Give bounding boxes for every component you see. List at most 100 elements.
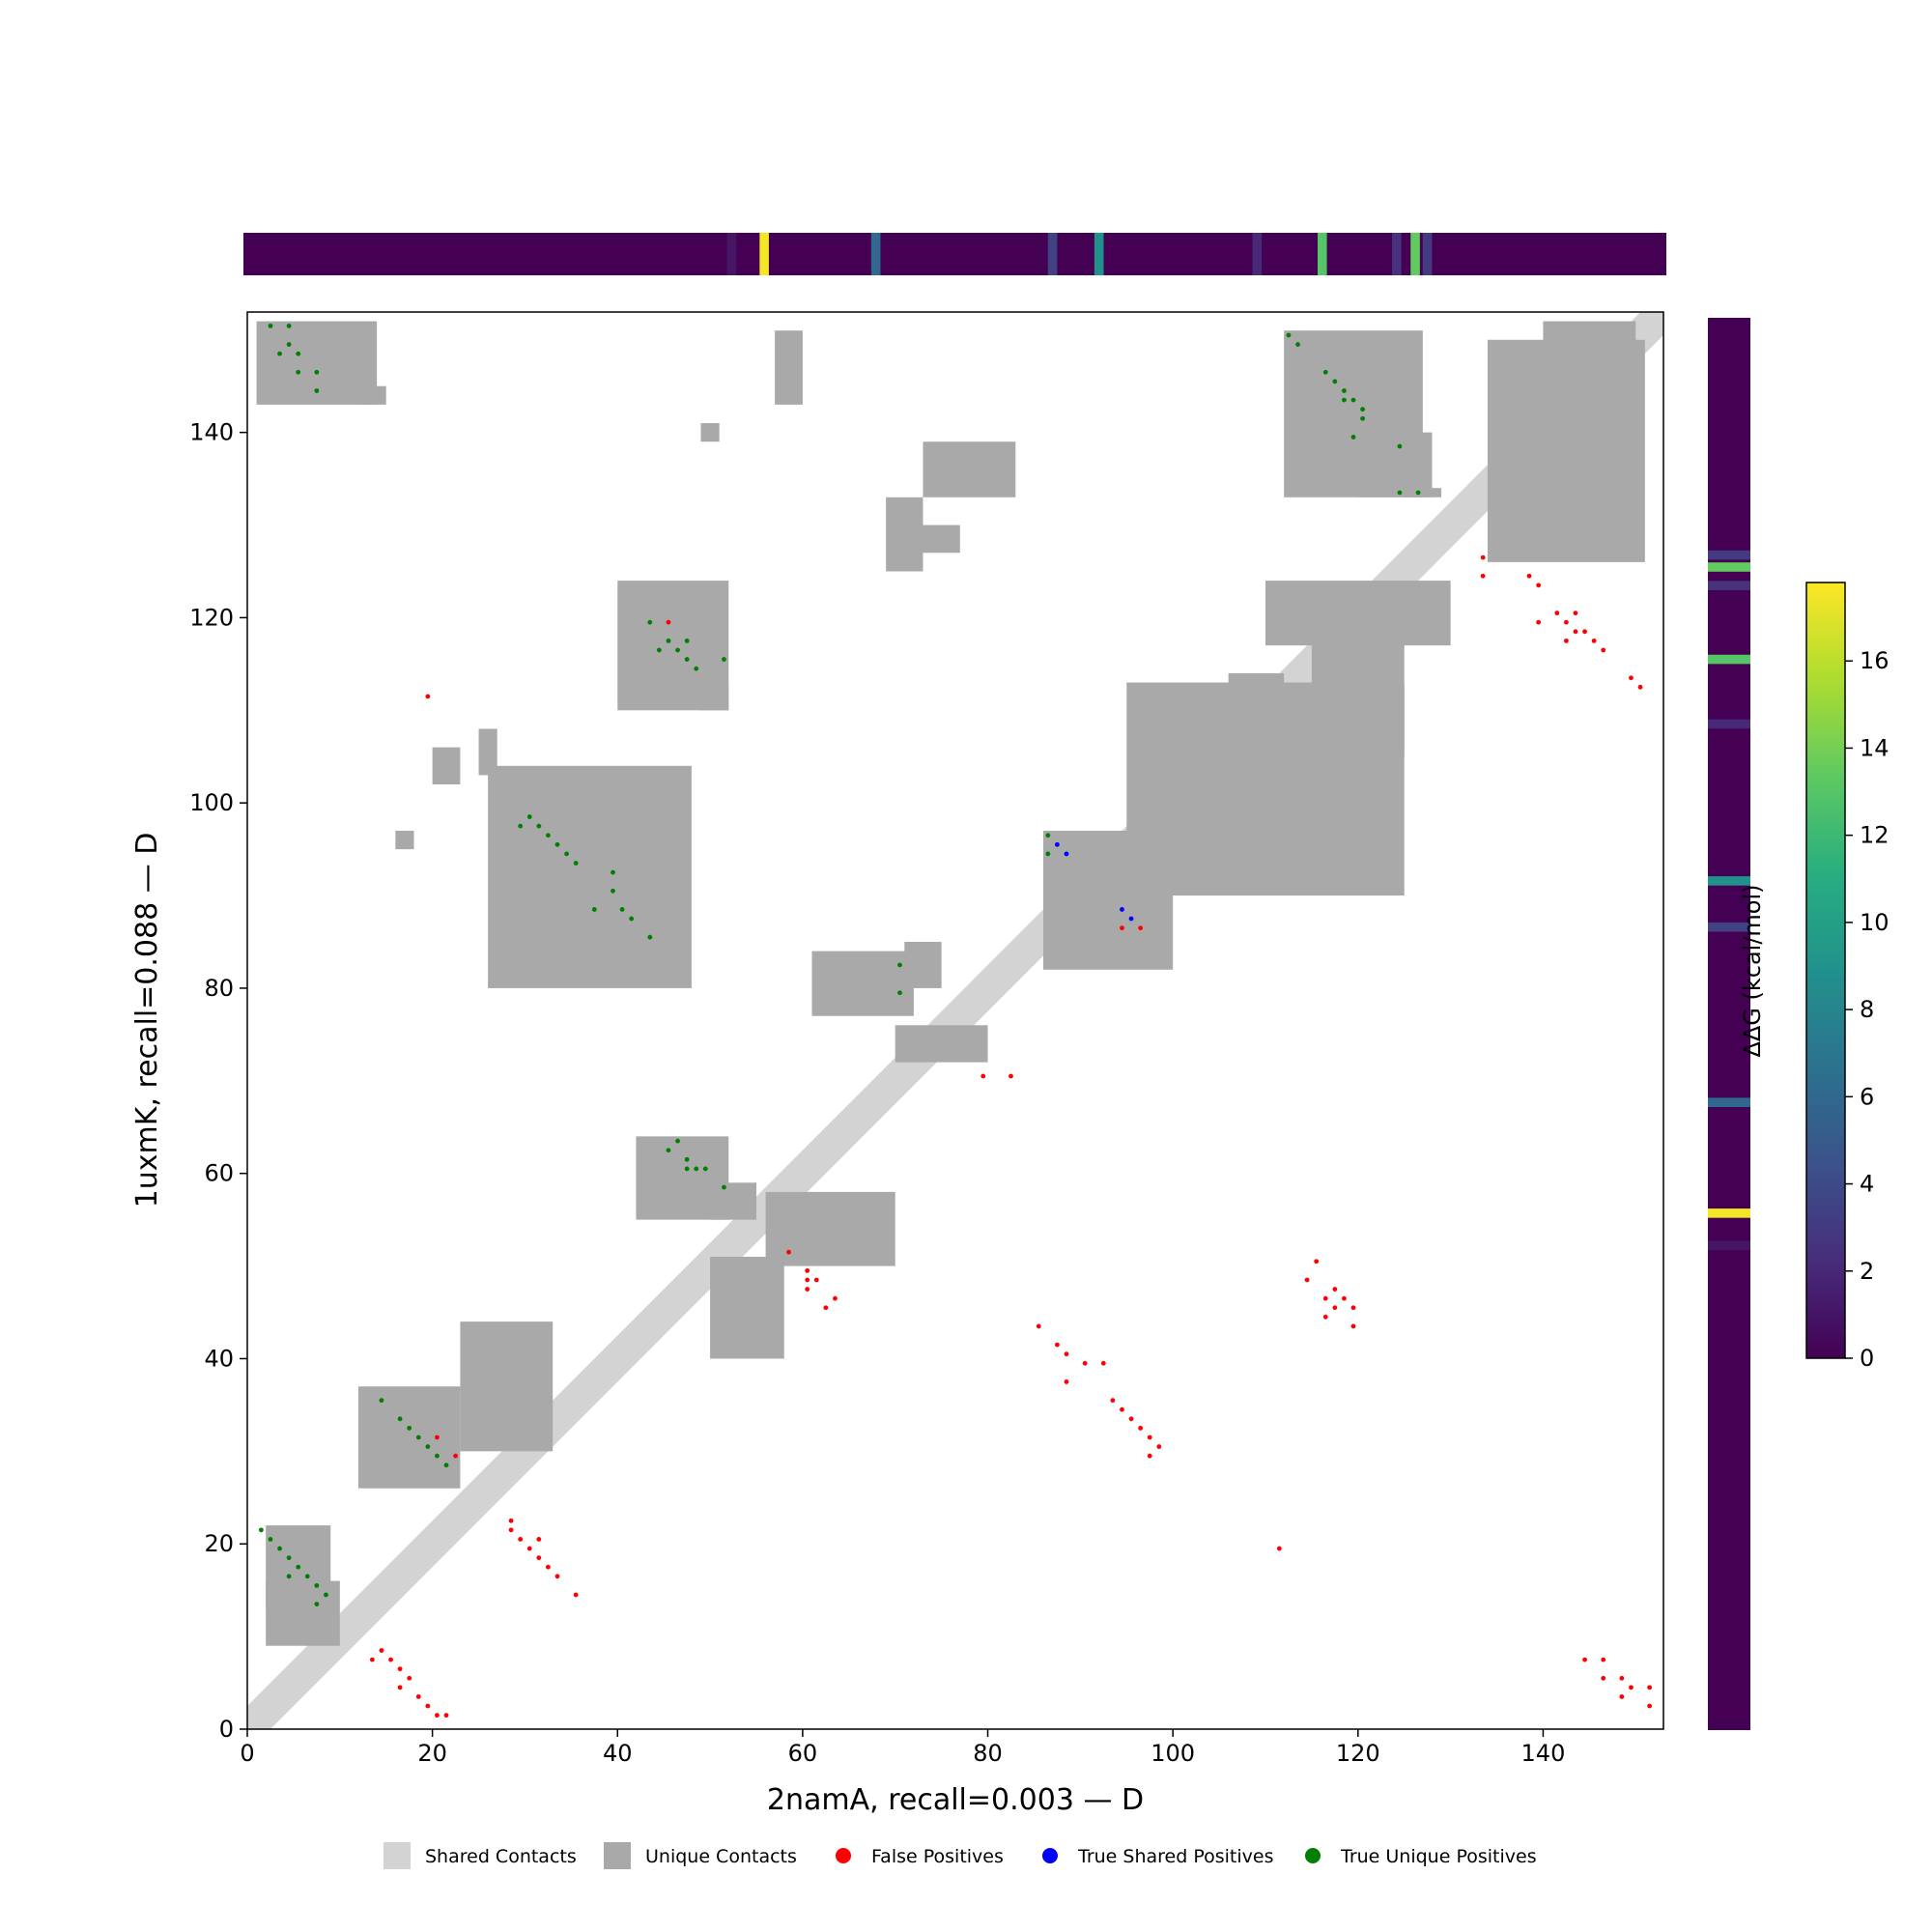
- true-unique-positive-point: [611, 888, 615, 894]
- legend-label: True Unique Positives: [1340, 1846, 1537, 1867]
- unique-contact-region: [830, 1210, 859, 1238]
- true-unique-positive-point: [286, 1574, 292, 1579]
- right-ddg-band: [1708, 1240, 1750, 1251]
- top-ddg-strip: [243, 233, 1666, 275]
- true-unique-positive-point: [536, 823, 542, 829]
- false-positive-point: [823, 1305, 829, 1311]
- false-positive-point: [1536, 619, 1542, 625]
- true-unique-positive-point: [296, 1564, 301, 1570]
- true-unique-positive-point: [702, 1166, 708, 1172]
- true-unique-positive-point: [425, 1444, 431, 1449]
- top-ddg-band: [759, 233, 769, 275]
- y-axis-ticks: 0 20 40 60 80 100 120 140: [189, 419, 247, 1743]
- plot-frame: [246, 311, 1664, 1730]
- false-positive-point: [554, 1574, 560, 1579]
- true-unique-positive-point: [647, 934, 653, 940]
- true-unique-positive-point: [694, 666, 699, 671]
- y-tick-label: 40: [204, 1345, 234, 1372]
- false-positive-point: [1536, 582, 1542, 588]
- true-unique-positive-point: [379, 1398, 384, 1404]
- colorbar-gradient: [1805, 582, 1846, 1359]
- unique-contact-region: [700, 423, 720, 442]
- colorbar-tick-label: 6: [1860, 1083, 1874, 1110]
- true-unique-positive-point: [1350, 435, 1356, 440]
- unique-contact-region: [775, 330, 803, 405]
- false-positive-point: [1120, 1406, 1124, 1412]
- y-tick-label: 140: [189, 419, 234, 446]
- true-unique-positive-point: [1415, 490, 1421, 496]
- false-positive-point: [1582, 1657, 1587, 1662]
- colorbar: 0 2 4 6 8 10 12 14 16 ΔΔG (kcal/mol): [1739, 582, 1889, 1372]
- right-ddg-band: [1708, 719, 1750, 729]
- y-tick-label: 0: [219, 1716, 234, 1743]
- colorbar-tick-label: 14: [1860, 734, 1889, 761]
- legend-label: False Positives: [871, 1846, 1004, 1867]
- true-unique-positive-point: [1360, 407, 1365, 412]
- false-positive-point: [1629, 1685, 1634, 1690]
- legend-marker: [1042, 1848, 1058, 1863]
- top-strip-base: [243, 233, 1666, 275]
- unique-contact-region: [432, 747, 461, 784]
- true-unique-positive-point: [286, 323, 292, 328]
- false-positive-point: [1601, 647, 1606, 653]
- unique-contact-region: [357, 385, 386, 405]
- false-positive-point: [435, 1713, 440, 1719]
- legend-label: Shared Contacts: [425, 1846, 577, 1867]
- true-unique-positive-point: [314, 369, 320, 375]
- true-unique-positive-point: [564, 851, 569, 857]
- true-unique-positive-point: [1342, 388, 1347, 393]
- true-unique-positive-point: [675, 647, 680, 653]
- true-unique-positive-point: [554, 841, 560, 847]
- true-unique-positive-point: [286, 1555, 292, 1561]
- false-positive-point: [1637, 684, 1643, 690]
- false-positive-point: [397, 1685, 403, 1690]
- true-unique-positive-point: [591, 907, 597, 912]
- right-ddg-band: [1708, 654, 1750, 665]
- false-positive-point: [1619, 1694, 1625, 1699]
- x-axis-ticks: 0 20 40 60 80 100 120 140: [240, 1729, 1565, 1767]
- unique-contact-region: [1543, 321, 1636, 469]
- false-positive-point: [1138, 925, 1144, 931]
- true-unique-positive-point: [443, 1463, 449, 1468]
- false-positive-point: [833, 1295, 838, 1301]
- unique-contacts-layer: [256, 321, 1645, 1646]
- true-unique-positive-point: [684, 638, 690, 643]
- x-axis-title: 2namA, recall=0.003 — D: [767, 1783, 1144, 1817]
- false-positive-point: [805, 1277, 810, 1283]
- true-unique-positive-point: [656, 647, 662, 653]
- colorbar-tick-label: 10: [1860, 909, 1889, 936]
- false-positive-point: [1332, 1287, 1338, 1292]
- false-positive-point: [1591, 638, 1597, 643]
- true-shared-positive-point: [1120, 907, 1124, 912]
- false-positive-point: [573, 1592, 579, 1598]
- true-unique-positive-point: [684, 657, 690, 662]
- true-unique-positive-point: [277, 351, 282, 356]
- true-unique-positive-point: [397, 1416, 403, 1422]
- true-unique-positive-point: [268, 1537, 273, 1542]
- false-positive-point: [1350, 1305, 1356, 1311]
- false-positive-point: [397, 1666, 403, 1672]
- x-tick-label: 120: [1336, 1740, 1380, 1767]
- false-positive-point: [1120, 925, 1124, 931]
- false-positive-point: [1480, 573, 1486, 579]
- false-positive-point: [536, 1537, 542, 1542]
- true-unique-positive-point: [629, 916, 635, 922]
- top-ddg-band: [1047, 233, 1058, 275]
- right-ddg-band: [1708, 550, 1750, 560]
- plot-area: 0 20 40 60 80 100 120 140 0 20 40 60 80 100 120 140: [189, 311, 1664, 1767]
- legend-label: True Shared Positives: [1077, 1846, 1273, 1867]
- unique-contact-region: [923, 441, 1016, 497]
- false-positive-point: [1147, 1435, 1152, 1440]
- unique-contact-region: [710, 1182, 756, 1220]
- true-unique-positive-point: [407, 1425, 412, 1431]
- x-tick-label: 40: [603, 1740, 633, 1767]
- true-unique-positive-point: [1360, 415, 1365, 421]
- right-ddg-band: [1708, 562, 1750, 572]
- unique-contact-region: [710, 1257, 784, 1359]
- true-unique-positive-point: [1045, 833, 1051, 838]
- true-unique-positive-point: [1295, 342, 1300, 347]
- x-tick-label: 60: [788, 1740, 818, 1767]
- true-unique-positive-point: [1286, 332, 1292, 338]
- true-unique-positive-point: [897, 990, 902, 996]
- colorbar-ticks: 0 2 4 6 8 10 12 14 16: [1845, 647, 1889, 1372]
